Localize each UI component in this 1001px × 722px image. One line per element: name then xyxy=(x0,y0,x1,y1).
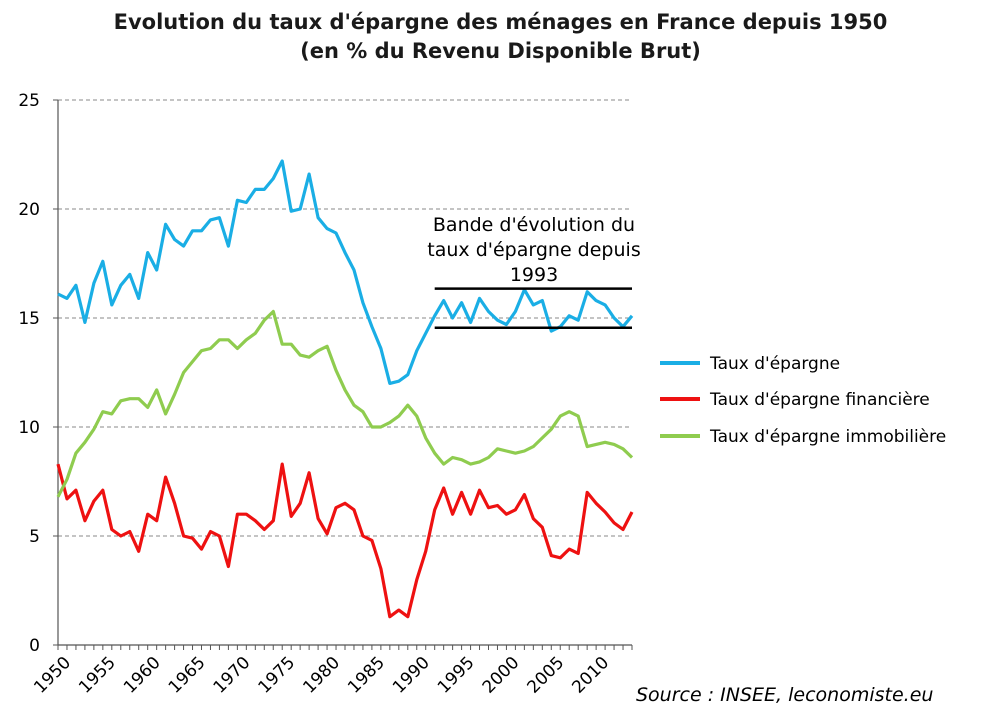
source-note: Source : INSEE, leconomiste.eu xyxy=(636,684,934,706)
x-tick-label: 1985 xyxy=(344,653,389,698)
x-tick-label: 2010 xyxy=(568,653,613,698)
series-line-1 xyxy=(56,462,634,619)
y-tick-label: 0 xyxy=(29,636,40,656)
grid-lines xyxy=(58,99,632,537)
x-tick-label: 1960 xyxy=(120,653,165,698)
x-tick-label: 1995 xyxy=(434,653,479,698)
band-annotation-text: taux d'épargne depuis xyxy=(427,239,640,261)
chart-title: Evolution du taux d'épargne des ménages … xyxy=(113,10,888,34)
y-tick-label: 15 xyxy=(18,309,40,329)
legend-label-2: Taux d'épargne immobilière xyxy=(709,427,946,447)
series-lines xyxy=(56,159,634,619)
y-tick-label: 20 xyxy=(18,200,40,220)
y-tick-label: 10 xyxy=(18,418,40,438)
x-tick-label: 1975 xyxy=(255,653,300,698)
x-tick-label: 1965 xyxy=(165,653,210,698)
x-tick-label: 2000 xyxy=(479,653,524,698)
x-tick-label: 1955 xyxy=(75,653,120,698)
series-line-0 xyxy=(57,159,634,385)
x-tick-label: 2005 xyxy=(524,653,569,698)
band-annotation-text: 1993 xyxy=(510,264,558,286)
x-tick-label: 1980 xyxy=(299,653,344,698)
y-tick-label: 25 xyxy=(18,91,40,111)
chart-subtitle: (en % du Revenu Disponible Brut) xyxy=(300,39,701,63)
chart-title-block: Evolution du taux d'épargne des ménages … xyxy=(0,8,1001,66)
series-line-2 xyxy=(56,309,634,498)
band-annotation: Bande d'évolution du taux d'épargne depui… xyxy=(427,214,641,330)
y-tick-label: 5 xyxy=(29,527,40,547)
x-tick-labels: 1950 1955 1960 1965 1970 1975 1980 1985 1990 1995… xyxy=(30,653,613,698)
axes xyxy=(53,99,633,650)
x-tick-label: 1950 xyxy=(30,653,75,698)
band-annotation-text: Bande d'évolution du xyxy=(433,214,635,236)
legend-label-0: Taux d'épargne xyxy=(709,354,840,374)
y-tick-labels: 0 5 10 15 20 25 xyxy=(18,91,40,656)
legend: Taux d'épargne Taux d'épargne financière T… xyxy=(660,354,946,447)
legend-label-1: Taux d'épargne financière xyxy=(709,390,930,410)
x-tick-label: 1970 xyxy=(210,653,255,698)
x-tick-label: 1990 xyxy=(389,653,434,698)
